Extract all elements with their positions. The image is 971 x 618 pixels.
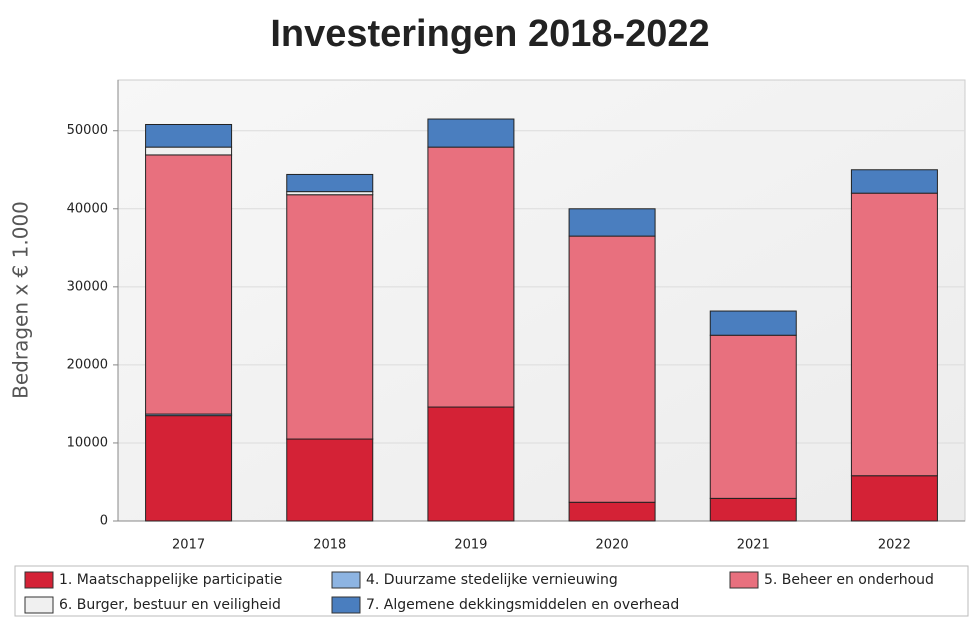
bar-segment	[286, 173, 374, 193]
x-tick-label: 2021	[737, 538, 770, 553]
legend-label: 6. Burger, bestuur en veiligheid	[59, 597, 281, 613]
bar-segment	[709, 310, 797, 336]
bar-segment	[145, 415, 233, 522]
x-tick-label: 2019	[454, 538, 487, 553]
bar-segment	[709, 334, 797, 499]
bar-segment	[427, 146, 515, 408]
legend-swatch	[24, 596, 54, 614]
bar-segment	[145, 146, 233, 156]
legend-label: 7. Algemene dekkingsmiddelen en overhead	[366, 597, 679, 613]
bar-segment	[286, 438, 374, 522]
chart-title: Investeringen 2018-2022	[270, 13, 709, 55]
legend-swatch	[331, 596, 361, 614]
bar-segment	[145, 154, 233, 415]
bar-segment	[568, 208, 656, 237]
bar-segment	[568, 501, 656, 522]
y-tick-label: 0	[100, 514, 108, 529]
legend-label: 1. Maatschappelijke participatie	[59, 572, 282, 588]
bar-segment	[145, 123, 233, 148]
bar-segment	[850, 475, 938, 522]
bar-segment	[709, 497, 797, 522]
bar-segment	[568, 235, 656, 503]
x-tick-label: 2020	[596, 538, 629, 553]
y-axis-label: Bedragen x € 1.000	[9, 201, 33, 399]
plot-area	[117, 79, 966, 522]
legend-swatch	[729, 571, 759, 589]
x-tick-label: 2018	[313, 538, 346, 553]
x-tick-label: 2017	[172, 538, 205, 553]
y-tick-label: 40000	[67, 201, 108, 216]
legend	[14, 565, 969, 617]
legend-label: 4. Duurzame stedelijke vernieuwing	[366, 572, 618, 588]
y-tick-label: 10000	[67, 435, 108, 450]
legend-swatch	[331, 571, 361, 589]
bar-segment	[427, 118, 515, 148]
y-tick-label: 50000	[67, 123, 108, 138]
bar-segment	[286, 194, 374, 440]
legend-label: 5. Beheer en onderhoud	[764, 572, 934, 588]
bar-segment	[427, 406, 515, 522]
y-tick-label: 20000	[67, 357, 108, 372]
bar-segment	[850, 169, 938, 194]
legend-swatch	[24, 571, 54, 589]
y-tick-label: 30000	[67, 279, 108, 294]
x-tick-label: 2022	[878, 538, 911, 553]
bar-segment	[850, 192, 938, 477]
